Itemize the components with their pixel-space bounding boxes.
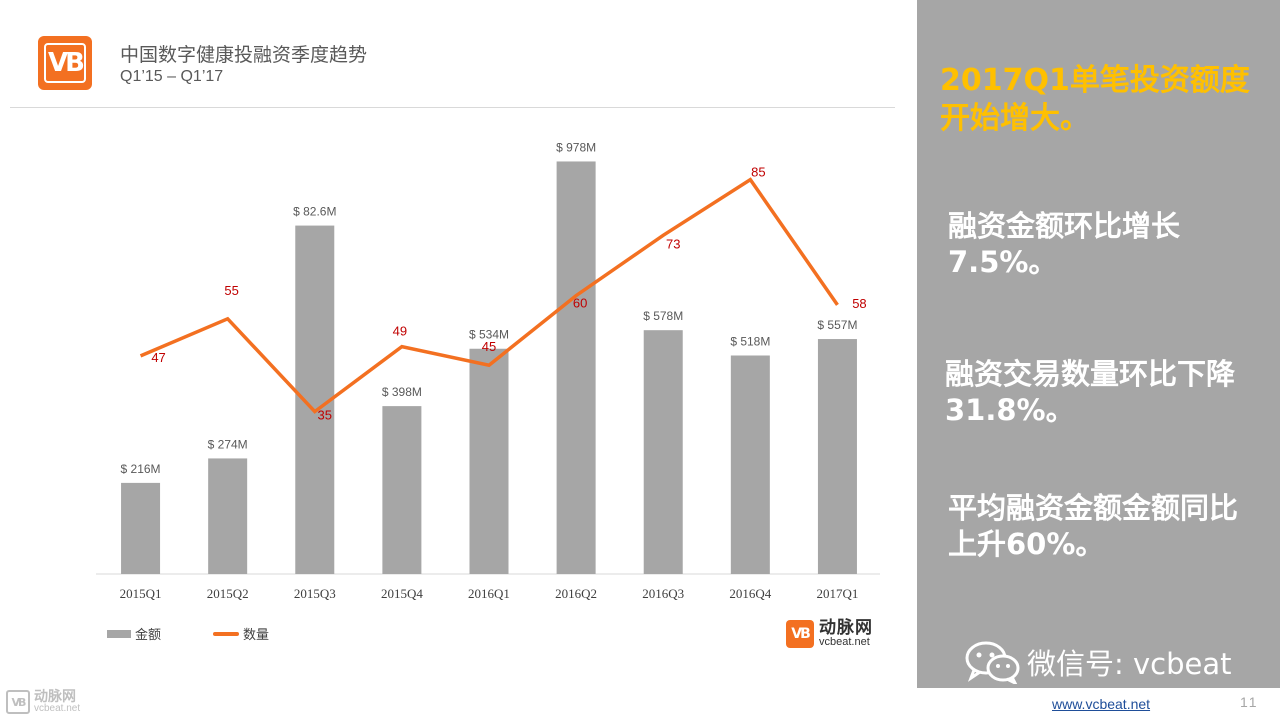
footer-brand-logo: VB: [6, 690, 30, 714]
legend-label-count: 数量: [243, 628, 270, 643]
count-label-2015Q2: 55: [224, 283, 238, 298]
title-divider: [10, 107, 895, 108]
bar-label-2016Q2: $ 978M: [556, 140, 596, 154]
wechat-account: 微信号: vcbeat: [965, 640, 1232, 684]
count-label-2016Q2: 60: [573, 296, 587, 311]
bar-2015Q1: [121, 482, 161, 574]
chart-brand: VB 动脉网 vcbeat.net: [786, 620, 873, 648]
bar-label-2016Q1: $ 534M: [469, 328, 509, 342]
count-label-2017Q1: 58: [852, 296, 866, 311]
summary-headline: 2017Q1单笔投资额度开始增大。: [940, 63, 1250, 136]
x-tick-2015Q3: 2015Q3: [294, 586, 336, 601]
bar-2017Q1: [817, 339, 857, 574]
bar-2016Q3: [643, 330, 683, 574]
x-tick-2015Q1: 2015Q1: [120, 586, 162, 601]
page-title: 中国数字健康投融资季度趋势: [120, 44, 368, 66]
x-tick-2016Q3: 2016Q3: [642, 586, 684, 601]
count-label-2016Q1: 45: [482, 339, 496, 354]
bar-2016Q2: [556, 161, 596, 574]
chart-legend: 金额 数量: [107, 624, 321, 643]
chart-brand-name: 动脉网: [819, 618, 873, 638]
legend-item-amount: 金额: [107, 624, 161, 643]
x-tick-2016Q1: 2016Q1: [468, 586, 510, 601]
chart-brand-url: vcbeat.net: [819, 636, 870, 648]
page-subtitle: Q1’15 – Q1’17: [120, 68, 224, 85]
summary-point-average: 平均融资金额金额同比上升60%。: [948, 491, 1239, 561]
bar-2015Q4: [382, 406, 422, 574]
legend-label-amount: 金额: [135, 628, 162, 643]
summary-point-count: 融资交易数量环比下降31.8%。: [945, 357, 1236, 427]
bar-2015Q2: [208, 458, 248, 574]
count-label-2015Q3: 35: [318, 408, 332, 423]
bar-label-2015Q1: $ 216M: [121, 462, 161, 476]
count-label-2016Q3: 73: [666, 236, 680, 251]
bar-label-2016Q4: $ 518M: [730, 334, 770, 348]
page-number: 11: [1240, 694, 1259, 710]
bar-label-2015Q2: $ 274M: [208, 437, 248, 451]
x-tick-2016Q2: 2016Q2: [555, 586, 597, 601]
website-link[interactable]: www.vcbeat.net: [1052, 696, 1151, 712]
x-tick-2017Q1: 2017Q1: [816, 586, 858, 601]
vcbeat-logo-mark: VB: [44, 43, 86, 83]
legend-swatch-count: [213, 631, 240, 636]
summary-panel: [917, 0, 1280, 688]
footer-brand-name: 动脉网: [34, 689, 76, 705]
bar-label-2016Q3: $ 578M: [643, 309, 683, 323]
vcbeat-logo: VB: [38, 36, 92, 90]
bar-label-2015Q3: $ 82.6M: [293, 205, 336, 219]
bar-2016Q1: [469, 348, 509, 574]
count-label-2015Q1: 47: [151, 350, 165, 365]
footer-brand: VB 动脉网 vcbeat.net: [6, 690, 80, 714]
x-tick-2016Q4: 2016Q4: [729, 586, 771, 601]
footer-brand-url: vcbeat.net: [34, 703, 81, 714]
legend-swatch-amount: [107, 629, 131, 638]
count-label-2015Q4: 49: [393, 324, 407, 339]
count-label-2016Q4: 85: [751, 165, 765, 180]
bar-2016Q4: [730, 355, 770, 574]
chart-brand-logo: VB: [786, 620, 814, 648]
summary-point-amount: 融资金额环比增长7.5%。: [948, 209, 1181, 279]
wechat-id: 微信号: vcbeat: [1027, 647, 1232, 681]
bar-label-2017Q1: $ 557M: [817, 318, 857, 332]
wechat-icon: [965, 641, 1020, 684]
bar-label-2015Q4: $ 398M: [382, 385, 422, 399]
x-tick-2015Q4: 2015Q4: [381, 586, 423, 601]
investment-trend-chart: $ 216M 2015Q1 $ 274M 2015Q2 $ 82.6M 2015Q3 $ 3…: [96, 140, 880, 601]
x-tick-2015Q2: 2015Q2: [207, 586, 249, 601]
legend-item-count: 数量: [213, 624, 269, 643]
